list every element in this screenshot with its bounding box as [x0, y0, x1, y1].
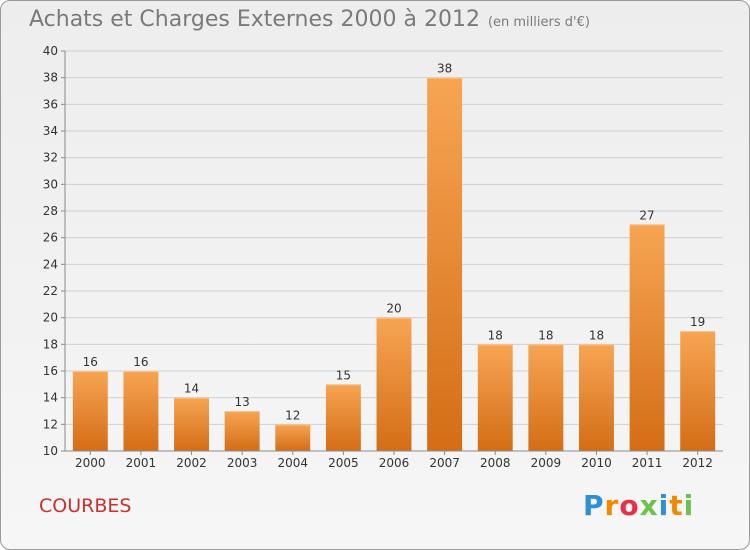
bar-2003: [224, 411, 260, 451]
bar-2000: [72, 371, 108, 451]
value-label-2009: 18: [538, 328, 553, 342]
bars-layer: 16 16 14 13 12 15 20 38 18 18 18 27 19: [72, 62, 716, 452]
bar-2011: [629, 224, 665, 451]
bar-2002: [174, 397, 210, 451]
value-label-2000: 16: [83, 355, 98, 369]
bar-2004: [275, 424, 311, 451]
y-tick-label: 24: [43, 257, 58, 271]
proxiti-logo: Proxiti: [583, 489, 694, 522]
y-tick-label: 26: [43, 231, 58, 245]
x-tick-label-2003: 2003: [227, 456, 258, 470]
value-label-2004: 12: [285, 408, 300, 422]
bar-2010: [578, 344, 614, 451]
logo-letter: r: [604, 489, 620, 522]
x-tick-label-2006: 2006: [379, 456, 410, 470]
y-tick-label: 20: [43, 311, 58, 325]
bar-2007: [427, 77, 463, 452]
y-tick-label: 12: [43, 417, 58, 431]
chart-subtitle: (en milliers d'€): [487, 15, 590, 30]
x-tick-label-2001: 2001: [126, 456, 157, 470]
x-tick-label-2004: 2004: [277, 456, 308, 470]
y-tick-label: 30: [43, 177, 58, 191]
chart-title-text: Achats et Charges Externes 2000 à 2012: [29, 7, 480, 32]
bar-2012: [680, 331, 716, 451]
y-tick-label: 18: [43, 337, 58, 351]
y-tick-label: 32: [43, 151, 58, 165]
value-label-2008: 18: [488, 328, 503, 342]
value-label-2011: 27: [639, 208, 654, 222]
x-tick-label-2012: 2012: [682, 456, 713, 470]
value-label-2012: 19: [690, 315, 705, 329]
bar-2008: [477, 344, 513, 451]
x-tick-label-2008: 2008: [480, 456, 511, 470]
value-label-2006: 20: [386, 302, 401, 316]
y-tick-label: 36: [43, 97, 58, 111]
logo-letter: i: [683, 489, 695, 522]
commune-name: COURBES: [39, 495, 132, 517]
bar-2006: [376, 317, 412, 451]
logo-letter: o: [619, 489, 640, 522]
bar-2005: [325, 384, 361, 451]
x-tick-label-2007: 2007: [429, 456, 460, 470]
logo-letter: P: [583, 489, 605, 522]
axis-layer: 10 12 14 16 18 20 22 24 26 28 30 32 34 36 38 40 2000 2001…: [43, 44, 723, 470]
y-tick-label: 14: [43, 391, 58, 405]
value-label-2007: 38: [437, 62, 452, 76]
logo-letter: x: [639, 489, 659, 522]
y-tick-label: 28: [43, 204, 58, 218]
y-tick-label: 38: [43, 71, 58, 85]
value-label-2001: 16: [133, 355, 148, 369]
chart-title: Achats et Charges Externes 2000 à 2012 (e…: [29, 7, 590, 32]
logo-letter: t: [669, 489, 684, 522]
y-tick-label: 22: [43, 284, 58, 298]
x-tick-label-2005: 2005: [328, 456, 359, 470]
x-tick-label-2009: 2009: [531, 456, 562, 470]
bar-2009: [528, 344, 564, 451]
value-label-2005: 15: [336, 368, 351, 382]
x-tick-label-2002: 2002: [176, 456, 207, 470]
y-tick-label: 40: [43, 44, 58, 58]
x-tick-label-2011: 2011: [632, 456, 663, 470]
x-tick-label-2010: 2010: [581, 456, 612, 470]
value-label-2003: 13: [235, 395, 250, 409]
x-tick-label-2000: 2000: [75, 456, 106, 470]
logo-letter: i: [658, 489, 670, 522]
bar-2001: [123, 371, 159, 451]
y-tick-label: 34: [43, 124, 58, 138]
y-tick-label: 10: [43, 444, 58, 458]
value-label-2002: 14: [184, 382, 199, 396]
y-tick-label: 16: [43, 364, 58, 378]
value-label-2010: 18: [589, 328, 604, 342]
